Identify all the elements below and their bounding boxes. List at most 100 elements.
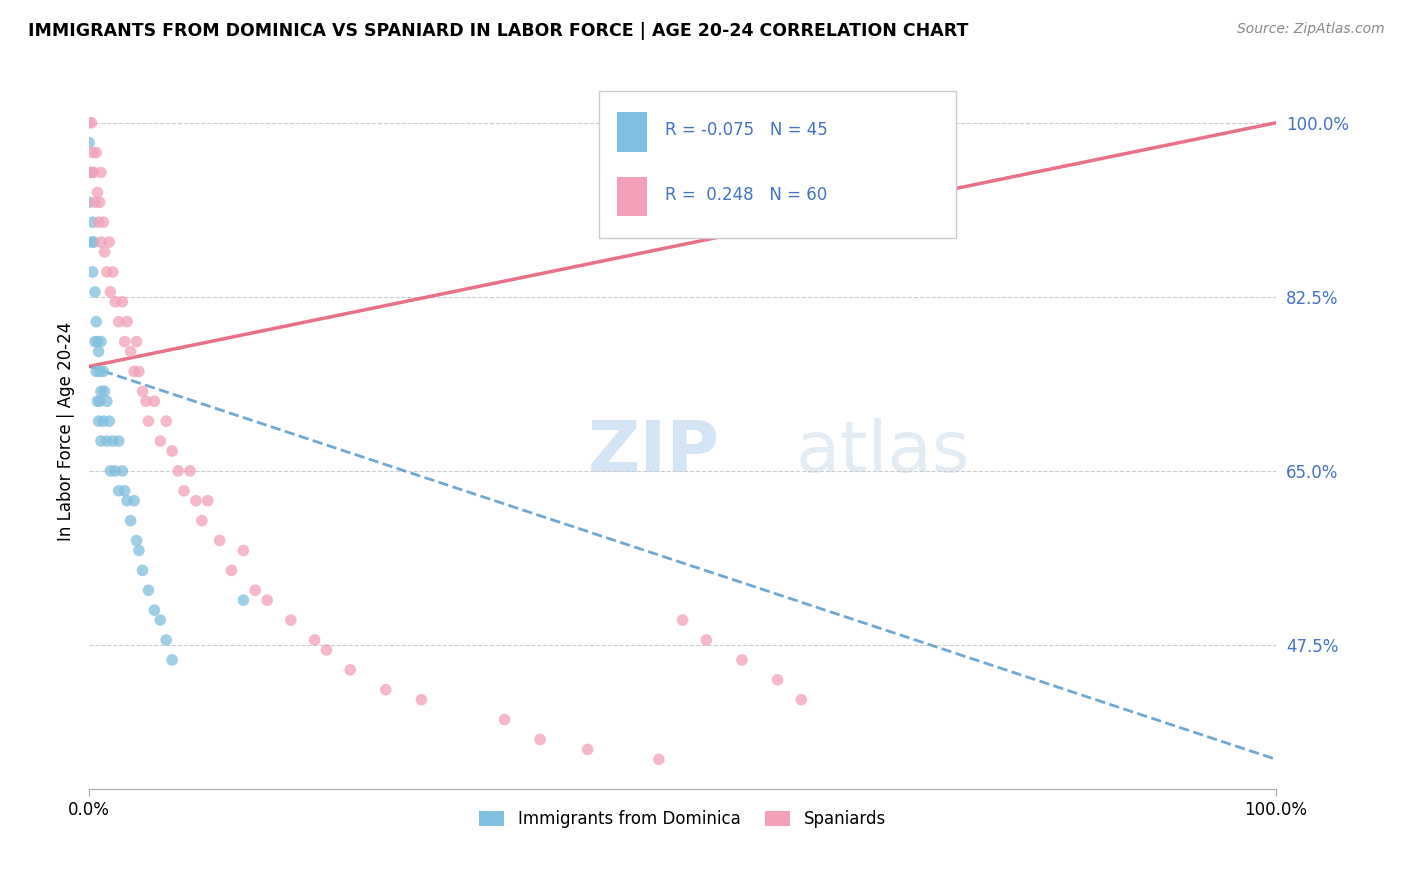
Point xyxy=(179,464,201,478)
Point xyxy=(648,752,671,766)
Point xyxy=(138,414,160,428)
Point xyxy=(576,742,599,756)
Point xyxy=(197,493,219,508)
Point xyxy=(87,215,110,229)
Point xyxy=(93,245,115,260)
Point xyxy=(208,533,231,548)
FancyBboxPatch shape xyxy=(617,177,647,216)
Point xyxy=(191,514,214,528)
Point xyxy=(374,682,396,697)
Point xyxy=(90,434,112,448)
Point xyxy=(122,364,145,378)
Point xyxy=(115,315,138,329)
Point xyxy=(280,613,302,627)
Point xyxy=(111,294,134,309)
Point xyxy=(90,334,112,349)
Text: R = -0.075   N = 45: R = -0.075 N = 45 xyxy=(665,121,828,139)
Point xyxy=(82,145,104,160)
Point xyxy=(104,294,127,309)
Point xyxy=(93,384,115,399)
Point xyxy=(128,364,150,378)
Point xyxy=(87,344,110,359)
Text: atlas: atlas xyxy=(796,418,970,487)
Point xyxy=(90,165,112,179)
Point xyxy=(167,464,190,478)
Point xyxy=(90,235,112,249)
Point xyxy=(96,394,118,409)
Point xyxy=(339,663,361,677)
Point xyxy=(84,285,107,299)
Point xyxy=(98,235,121,249)
Point xyxy=(122,493,145,508)
Point xyxy=(91,414,114,428)
Point xyxy=(77,136,100,150)
Point xyxy=(304,632,326,647)
Point xyxy=(173,483,195,498)
FancyBboxPatch shape xyxy=(617,112,647,152)
Point xyxy=(96,434,118,448)
Point xyxy=(100,464,122,478)
Point xyxy=(256,593,278,607)
Point xyxy=(160,653,183,667)
Text: ZIP: ZIP xyxy=(588,418,720,487)
Point xyxy=(695,632,717,647)
Point xyxy=(80,235,103,249)
Point xyxy=(84,145,107,160)
Point xyxy=(84,315,107,329)
Legend: Immigrants from Dominica, Spaniards: Immigrants from Dominica, Spaniards xyxy=(472,804,893,835)
Point xyxy=(104,464,127,478)
Point xyxy=(155,632,177,647)
Point xyxy=(111,464,134,478)
Point xyxy=(89,195,111,210)
Point xyxy=(101,265,124,279)
Point xyxy=(232,543,254,558)
Point xyxy=(131,563,153,577)
Point xyxy=(83,165,105,179)
Point xyxy=(671,613,693,627)
Point xyxy=(149,434,172,448)
Point xyxy=(125,334,148,349)
Point xyxy=(232,593,254,607)
Point xyxy=(89,394,111,409)
FancyBboxPatch shape xyxy=(599,91,956,237)
Point xyxy=(131,384,153,399)
Point xyxy=(155,414,177,428)
Point xyxy=(101,434,124,448)
Point xyxy=(529,732,551,747)
Point xyxy=(120,514,142,528)
Text: R =  0.248   N = 60: R = 0.248 N = 60 xyxy=(665,186,827,203)
Point xyxy=(114,334,136,349)
Point xyxy=(120,344,142,359)
Point xyxy=(77,195,100,210)
Point xyxy=(107,434,129,448)
Point xyxy=(114,483,136,498)
Point xyxy=(84,364,107,378)
Point xyxy=(89,364,111,378)
Point xyxy=(86,394,108,409)
Point xyxy=(84,334,107,349)
Text: IMMIGRANTS FROM DOMINICA VS SPANIARD IN LABOR FORCE | AGE 20-24 CORRELATION CHAR: IMMIGRANTS FROM DOMINICA VS SPANIARD IN … xyxy=(28,22,969,40)
Point xyxy=(107,315,129,329)
Point xyxy=(245,583,267,598)
Point xyxy=(135,394,157,409)
Point xyxy=(98,414,121,428)
Point xyxy=(128,543,150,558)
Point xyxy=(790,692,813,706)
Point xyxy=(494,713,516,727)
Point xyxy=(766,673,789,687)
Point xyxy=(84,195,107,210)
Point xyxy=(115,493,138,508)
Point xyxy=(107,483,129,498)
Point xyxy=(100,285,122,299)
Point xyxy=(91,215,114,229)
Point xyxy=(221,563,243,577)
Point xyxy=(86,186,108,200)
Point xyxy=(149,613,172,627)
Point xyxy=(96,265,118,279)
Point xyxy=(83,235,105,249)
Point xyxy=(731,653,754,667)
Point xyxy=(86,334,108,349)
Point xyxy=(184,493,207,508)
Point xyxy=(160,444,183,458)
Text: Source: ZipAtlas.com: Source: ZipAtlas.com xyxy=(1237,22,1385,37)
